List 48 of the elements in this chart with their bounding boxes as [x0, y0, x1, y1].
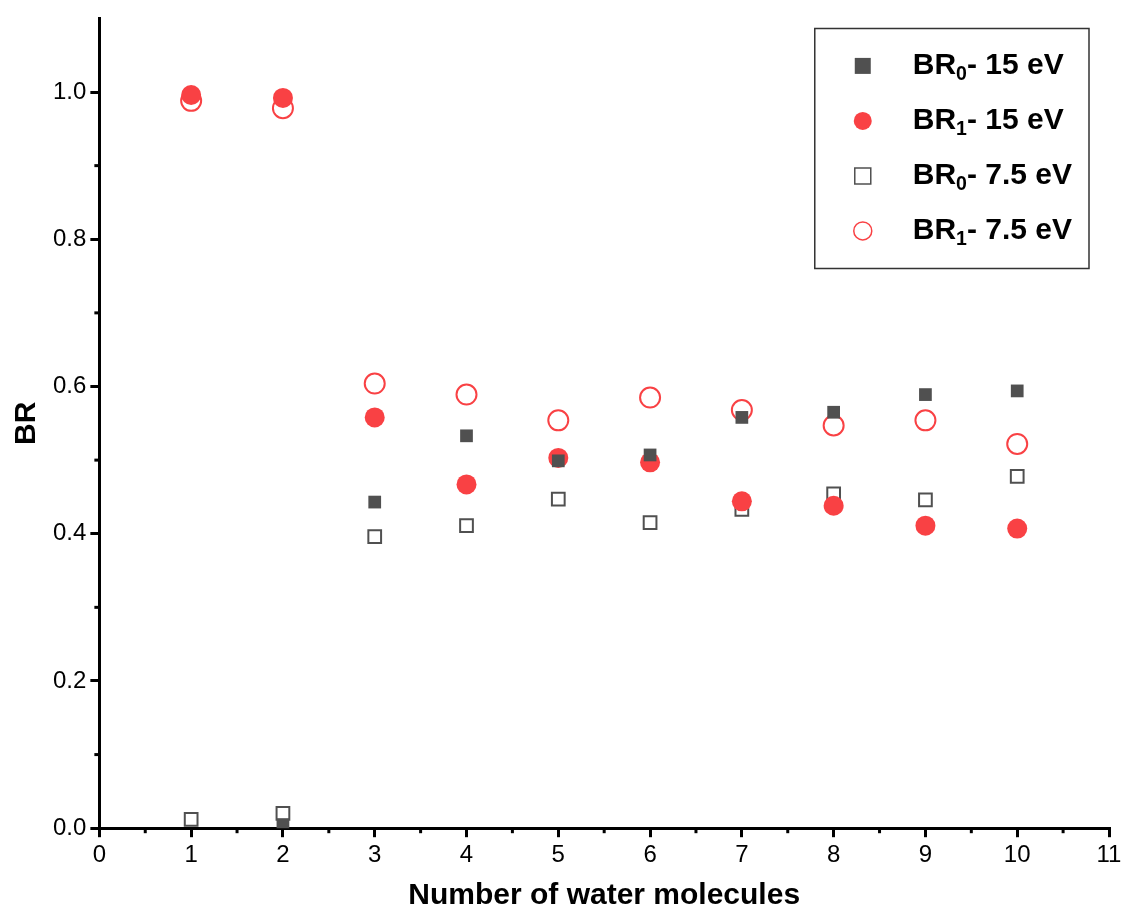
point — [181, 84, 202, 105]
point — [547, 409, 570, 432]
point — [1009, 468, 1025, 484]
point — [1007, 518, 1028, 539]
x-tick-label: 9 — [918, 840, 933, 868]
y-axis-title: BR — [8, 401, 42, 445]
x-tick-label: 3 — [368, 840, 382, 868]
point — [1006, 432, 1029, 455]
point — [550, 491, 566, 507]
point — [364, 407, 385, 428]
point — [183, 812, 199, 827]
point — [915, 515, 936, 536]
point — [1010, 384, 1024, 398]
point — [363, 372, 386, 395]
point — [455, 383, 478, 406]
point — [460, 429, 473, 443]
y-tick-label: 1.0 — [52, 76, 87, 104]
y-tick-label: 0.2 — [52, 665, 87, 693]
y-tick-label: 0.6 — [52, 371, 87, 399]
x-tick-label: 2 — [276, 840, 290, 868]
x-tick-label: 6 — [643, 840, 657, 868]
point — [367, 529, 383, 545]
point — [456, 474, 477, 495]
point — [272, 87, 293, 108]
point — [823, 495, 844, 516]
y-tick-label: 0.0 — [52, 812, 87, 840]
x-tick-label: 10 — [1003, 840, 1031, 868]
point — [919, 388, 932, 401]
x-tick-label: 0 — [92, 840, 107, 868]
point — [731, 491, 752, 512]
point — [918, 492, 933, 508]
point — [914, 409, 937, 432]
point — [276, 818, 290, 829]
x-axis-title: Number of water molecules — [408, 877, 801, 911]
point — [368, 495, 382, 509]
x-tick-label: 7 — [735, 840, 749, 868]
point — [639, 386, 662, 409]
x-tick-label: 11 — [1096, 840, 1122, 868]
x-tick-label: 5 — [551, 840, 565, 868]
point — [642, 515, 658, 531]
x-tick-label: 1 — [184, 840, 198, 868]
x-tick-label: 4 — [459, 840, 474, 868]
point — [735, 411, 749, 424]
point — [827, 405, 841, 419]
x-tick-label: 8 — [826, 840, 841, 868]
y-tick-label: 0.4 — [52, 518, 87, 546]
y-tick-label: 0.8 — [52, 223, 87, 251]
point — [459, 518, 474, 533]
